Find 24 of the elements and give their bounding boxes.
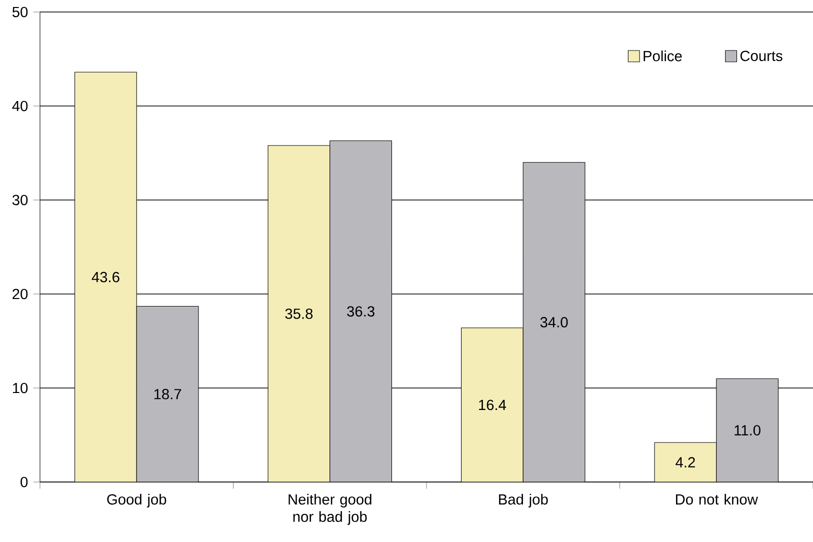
data-label: 18.7 [154, 388, 182, 400]
bar [136, 306, 198, 482]
bar [330, 140, 392, 482]
data-label: 4.2 [676, 457, 695, 468]
x-tick-label: Bad job [499, 494, 548, 508]
legend-label: Courts [740, 50, 782, 62]
legend-label: Police [644, 50, 682, 62]
x-tick-label: Do not know [676, 494, 758, 505]
y-tick-label: 10 [12, 382, 28, 394]
data-label: 16.4 [479, 400, 506, 410]
y-tick-label: 40 [12, 100, 28, 112]
y-tick-label: 30 [12, 194, 28, 206]
y-tick-label: 20 [12, 288, 28, 300]
data-label: 36.3 [347, 306, 374, 317]
y-tick-label: 50 [12, 6, 28, 18]
bar [716, 378, 778, 482]
data-label: 11.0 [734, 425, 760, 436]
data-label: 35.8 [285, 308, 313, 319]
bar [523, 162, 585, 482]
x-tick-label: Good job [107, 494, 166, 508]
x-tick-label: Neither good nor bad job [288, 494, 372, 525]
data-label: 34.0 [540, 317, 568, 328]
data-label: 43.6 [92, 272, 120, 282]
y-tick-label: 0 [20, 476, 28, 488]
